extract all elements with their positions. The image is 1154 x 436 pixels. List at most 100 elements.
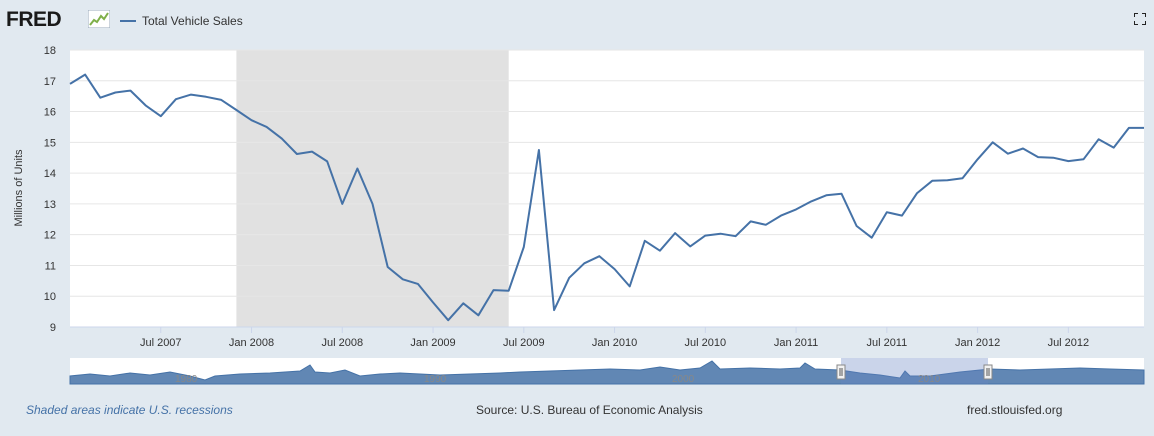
- navigator-selection[interactable]: [841, 358, 988, 384]
- data-point-2010-08[interactable]: [717, 231, 723, 237]
- data-point-2010-12[interactable]: [778, 213, 784, 219]
- data-point-2007-08[interactable]: [173, 96, 179, 102]
- data-point-2007-10[interactable]: [203, 94, 209, 100]
- data-point-2010-03[interactable]: [642, 238, 648, 244]
- navigator-handle-right[interactable]: [983, 364, 993, 380]
- data-point-2009-04[interactable]: [475, 312, 481, 318]
- data-point-2011-01[interactable]: [793, 206, 799, 212]
- data-point-2008-06[interactable]: [324, 158, 330, 164]
- data-point-2008-11[interactable]: [400, 276, 406, 282]
- data-point-2008-05[interactable]: [309, 149, 315, 155]
- data-point-2008-10[interactable]: [385, 264, 391, 270]
- data-point-2009-09[interactable]: [551, 307, 557, 313]
- navigator-label: 2010: [918, 374, 941, 385]
- data-point-2012-06[interactable]: [1050, 155, 1056, 161]
- navigator-label: 1980: [175, 374, 198, 385]
- data-point-2010-04[interactable]: [657, 248, 663, 254]
- data-point-2007-11[interactable]: [218, 97, 224, 103]
- data-point-2010-06[interactable]: [687, 243, 693, 249]
- data-point-2009-06[interactable]: [506, 288, 512, 294]
- data-point-2012-01[interactable]: [975, 156, 981, 162]
- data-point-2009-03[interactable]: [460, 300, 466, 306]
- data-point-2008-03[interactable]: [279, 136, 285, 142]
- data-point-2011-09[interactable]: [914, 190, 920, 196]
- fred-logo-chart-icon: [88, 10, 110, 28]
- y-tick-label: 9: [50, 322, 56, 334]
- data-point-2010-10[interactable]: [748, 218, 754, 224]
- x-tick-label: Jan 2010: [592, 337, 637, 349]
- navigator-series: [69, 360, 1145, 385]
- fullscreen-icon[interactable]: [1134, 13, 1146, 25]
- data-point-2011-05[interactable]: [854, 223, 860, 229]
- data-point-2007-04[interactable]: [112, 89, 118, 95]
- y-tick-label: 17: [44, 76, 56, 88]
- y-tick-label: 18: [44, 45, 56, 57]
- data-point-2010-01[interactable]: [612, 266, 618, 272]
- data-point-2011-03[interactable]: [823, 192, 829, 198]
- data-point-2011-11[interactable]: [944, 177, 950, 183]
- data-point-2009-11[interactable]: [581, 260, 587, 266]
- data-point-2011-10[interactable]: [929, 178, 935, 184]
- data-point-2007-05[interactable]: [128, 88, 134, 94]
- y-axis: 9 10 11 12 13 14 15 16 17 18: [44, 45, 56, 334]
- data-point-2008-07[interactable]: [339, 201, 345, 207]
- data-point-2011-06[interactable]: [869, 235, 875, 241]
- data-point-2012-12[interactable]: [1141, 125, 1147, 131]
- data-point-2007-06[interactable]: [143, 102, 149, 108]
- y-tick-label: 11: [45, 260, 56, 272]
- y-tick-label: 10: [44, 291, 56, 303]
- data-point-2009-07[interactable]: [521, 244, 527, 250]
- data-point-2011-07[interactable]: [884, 209, 890, 215]
- x-axis: Jul 2007 Jan 2008 Jul 2008 Jan 2009 Jul 2009…: [70, 326, 1144, 349]
- data-point-2010-02[interactable]: [627, 283, 633, 289]
- data-point-2008-01[interactable]: [249, 117, 255, 123]
- data-point-2012-04[interactable]: [1020, 145, 1026, 151]
- y-tick-label: 14: [44, 168, 56, 180]
- data-point-2007-01[interactable]: [67, 81, 73, 87]
- data-point-2012-10[interactable]: [1111, 145, 1117, 151]
- data-point-2007-07[interactable]: [158, 113, 164, 119]
- legend-swatch: [120, 20, 136, 22]
- legend: Total Vehicle Sales: [120, 14, 243, 28]
- data-point-2009-08[interactable]: [536, 147, 542, 153]
- data-point-2010-11[interactable]: [763, 222, 769, 228]
- data-point-2010-05[interactable]: [672, 230, 678, 236]
- data-point-2008-02[interactable]: [264, 124, 270, 130]
- data-point-2009-01[interactable]: [430, 299, 436, 305]
- x-tick-label: Jan 2012: [955, 337, 1000, 349]
- data-point-2007-02[interactable]: [82, 72, 88, 78]
- data-point-2012-03[interactable]: [1005, 151, 1011, 157]
- data-point-2008-09[interactable]: [370, 201, 376, 207]
- data-point-2009-02[interactable]: [445, 317, 451, 323]
- data-point-2011-08[interactable]: [899, 213, 905, 219]
- data-point-2007-03[interactable]: [97, 95, 103, 101]
- x-tick-label: Jul 2009: [503, 337, 545, 349]
- data-point-2009-10[interactable]: [566, 275, 572, 281]
- data-point-2008-08[interactable]: [354, 165, 360, 171]
- data-point-2012-02[interactable]: [990, 139, 996, 145]
- data-point-2008-12[interactable]: [415, 281, 421, 287]
- data-point-2012-05[interactable]: [1035, 154, 1041, 160]
- data-point-2007-09[interactable]: [188, 92, 194, 98]
- recession-note-link[interactable]: Shaded areas indicate U.S. recessions: [26, 403, 233, 417]
- range-navigator[interactable]: 1980 1990 2000 2010: [69, 358, 1145, 385]
- data-point-2012-11[interactable]: [1126, 125, 1132, 131]
- data-point-2012-08[interactable]: [1080, 156, 1086, 162]
- y-tick-label: 16: [44, 107, 56, 119]
- navigator-handle-left[interactable]: [836, 364, 846, 380]
- plot-area: [70, 50, 1144, 327]
- data-point-2009-05[interactable]: [491, 287, 497, 293]
- data-point-2007-12[interactable]: [233, 107, 239, 113]
- data-point-2008-04[interactable]: [294, 151, 300, 157]
- data-point-2012-09[interactable]: [1096, 136, 1102, 142]
- data-point-2010-09[interactable]: [733, 233, 739, 239]
- data-point-2012-07[interactable]: [1065, 158, 1071, 164]
- source-text: Source: U.S. Bureau of Economic Analysis: [476, 403, 703, 417]
- data-point-2010-07[interactable]: [702, 233, 708, 239]
- data-point-2011-04[interactable]: [838, 191, 844, 197]
- data-point-2009-12[interactable]: [596, 253, 602, 259]
- data-point-2011-12[interactable]: [959, 175, 965, 181]
- y-tick-label: 15: [44, 137, 56, 149]
- data-point-2011-02[interactable]: [808, 198, 814, 204]
